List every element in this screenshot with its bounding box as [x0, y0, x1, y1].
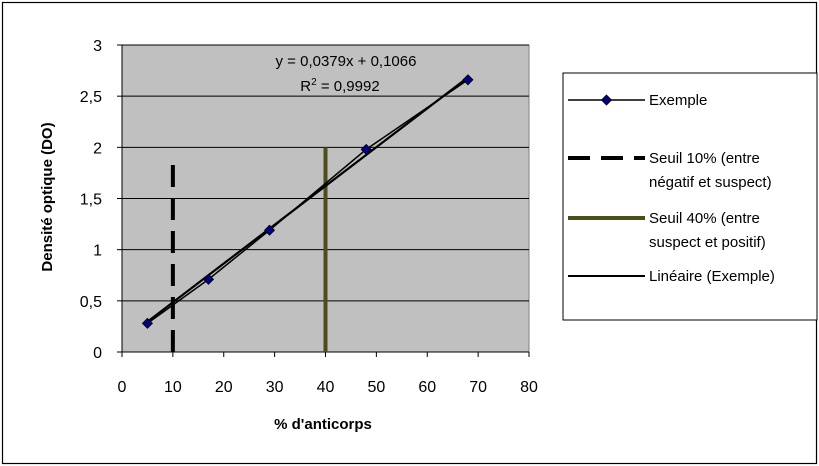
x-tick-label-6: 60 [418, 379, 436, 396]
legend-marker-exemple [600, 94, 613, 106]
x-tick-label-2: 20 [215, 379, 233, 396]
y-tick-label-3: 1,5 [80, 192, 102, 209]
y-tick-label-6: 3 [93, 38, 102, 55]
x-axis-title: % d'anticorps [274, 416, 372, 433]
x-tick-label-1: 10 [164, 379, 182, 396]
trendline-lineaire [146, 76, 469, 323]
data-point-1 [202, 273, 215, 285]
series-layer [141, 74, 474, 352]
legend: Exemple Seuil 10% (entre négatif et suspec… [562, 72, 818, 321]
legend-label-seuil-10: Seuil 10% (entre négatif et suspect) [649, 150, 772, 191]
y-tick-label-1: 0,5 [80, 294, 102, 311]
x-tick-label-3: 30 [266, 379, 284, 396]
r-squared-label: R2 = 0,9992 [300, 77, 379, 95]
data-point-4 [462, 74, 474, 86]
y-tick-label-2: 1 [93, 243, 102, 260]
trendline-equation: y = 0,0379x + 0,1066 [276, 53, 417, 70]
legend-label-seuil-40: Seuil 40% (entre suspect et positif) [649, 210, 766, 251]
legend-label-lineaire: Linéaire (Exemple) [649, 268, 775, 285]
x-tick-label-0: 0 [118, 379, 127, 396]
x-tick-label-5: 50 [367, 379, 385, 396]
x-tick-labels: 0 10 20 30 40 50 60 70 80 [118, 379, 538, 396]
legend-label-exemple: Exemple [649, 92, 707, 109]
y-tick-label-4: 2 [93, 140, 102, 157]
legend-box [562, 72, 818, 321]
y-tick-label-5: 2,5 [80, 89, 102, 106]
data-point-0 [141, 317, 154, 329]
x-tick-label-4: 40 [317, 379, 335, 396]
y-tick-labels: 0 0,5 1 1,5 2 2,5 3 [80, 38, 102, 362]
y-axis-title: Densité optique (DO) [39, 122, 56, 271]
data-point-2 [263, 224, 276, 236]
x-tick-label-7: 70 [469, 379, 487, 396]
x-tick-label-8: 80 [520, 379, 538, 396]
data-point-3 [360, 143, 372, 155]
y-tick-label-0: 0 [93, 345, 102, 362]
